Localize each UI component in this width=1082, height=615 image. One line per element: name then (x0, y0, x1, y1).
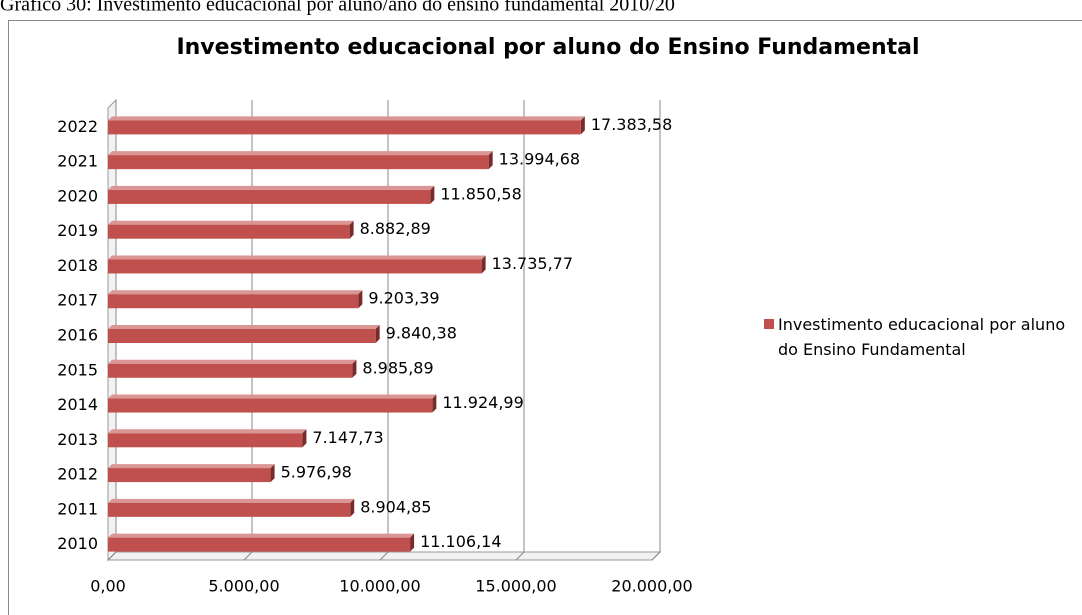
caption: Gráfico 30: Investimento educacional por… (0, 0, 675, 16)
bar (108, 468, 271, 483)
bar-top (108, 359, 357, 364)
bar-end (270, 464, 275, 483)
bar-end (430, 185, 435, 204)
value-label: 7.147,73 (312, 428, 383, 447)
bar (108, 155, 489, 170)
bar-end (481, 255, 486, 274)
bar-top (108, 220, 354, 225)
value-label: 8.882,89 (360, 219, 431, 238)
bar-end (580, 116, 585, 135)
x-tick-label: 5.000,00 (208, 577, 279, 596)
bar (108, 363, 353, 378)
value-label: 17.383,58 (591, 115, 672, 134)
grid-line (515, 100, 525, 561)
bar-top (108, 394, 437, 399)
y-tick-label: 2019 (57, 221, 98, 240)
value-label: 5.976,98 (281, 463, 352, 482)
bar-top (108, 533, 415, 538)
y-tick-label: 2011 (57, 499, 98, 518)
bar-top (108, 151, 493, 156)
chart-title: Investimento educacional por aluno do En… (176, 35, 919, 60)
y-tick-label: 2021 (57, 152, 98, 171)
bar-top (108, 185, 435, 190)
bar-end (488, 151, 493, 170)
y-tick-label: 2022 (57, 117, 98, 136)
bar-end (410, 533, 415, 552)
bar-top (108, 116, 585, 121)
bar-end (350, 498, 355, 517)
value-label: 11.106,14 (420, 532, 501, 551)
value-label: 9.203,39 (368, 289, 439, 308)
bar (108, 329, 376, 343)
value-label: 8.985,89 (362, 358, 433, 377)
y-tick-label: 2016 (57, 326, 98, 345)
y-tick-label: 2012 (57, 465, 98, 484)
bar-end (302, 429, 307, 448)
bar (108, 537, 411, 552)
value-label: 13.994,68 (499, 150, 580, 169)
bar-end (358, 290, 363, 309)
x-tick-label: 20.000,00 (611, 577, 692, 596)
x-tick-label: 15.000,00 (475, 577, 556, 596)
y-tick-label: 2015 (57, 360, 98, 379)
bar-end (375, 325, 380, 343)
legend-label: Investimento educacional por aluno do En… (778, 315, 1066, 359)
y-tick-label: 2020 (57, 186, 98, 205)
value-label: 11.924,99 (442, 393, 523, 412)
legend: Investimento educacional por aluno do En… (764, 312, 1078, 362)
bar-top (108, 255, 486, 260)
bar-end (349, 220, 354, 239)
value-label: 11.850,58 (440, 184, 521, 203)
bar-top (108, 464, 275, 469)
bar (108, 259, 482, 274)
bar-top (108, 325, 380, 329)
bar-top (108, 290, 363, 295)
value-label: 9.840,38 (386, 324, 457, 343)
bar-top (108, 429, 307, 434)
bar (108, 398, 433, 413)
x-tick-label: 0,00 (90, 577, 126, 596)
grid-line (379, 100, 389, 561)
grid-line (107, 100, 117, 561)
grid-line (651, 100, 661, 561)
y-tick-label: 2010 (57, 534, 98, 553)
bar-end (432, 394, 437, 413)
value-label: 8.904,85 (360, 497, 431, 516)
value-label: 13.735,77 (492, 254, 573, 273)
bar (108, 294, 359, 309)
bar-top (108, 498, 355, 503)
legend-swatch (764, 319, 774, 329)
x-tick-label: 10.000,00 (339, 577, 420, 596)
bar-end (352, 359, 357, 378)
y-tick-label: 2017 (57, 291, 98, 310)
grid-line (243, 100, 253, 561)
bar (108, 120, 581, 135)
bar (108, 502, 351, 517)
bar (108, 189, 431, 204)
y-tick-label: 2013 (57, 430, 98, 449)
bar (108, 224, 350, 239)
y-tick-label: 2014 (57, 395, 98, 414)
y-tick-label: 2018 (57, 256, 98, 275)
bar (108, 433, 303, 448)
